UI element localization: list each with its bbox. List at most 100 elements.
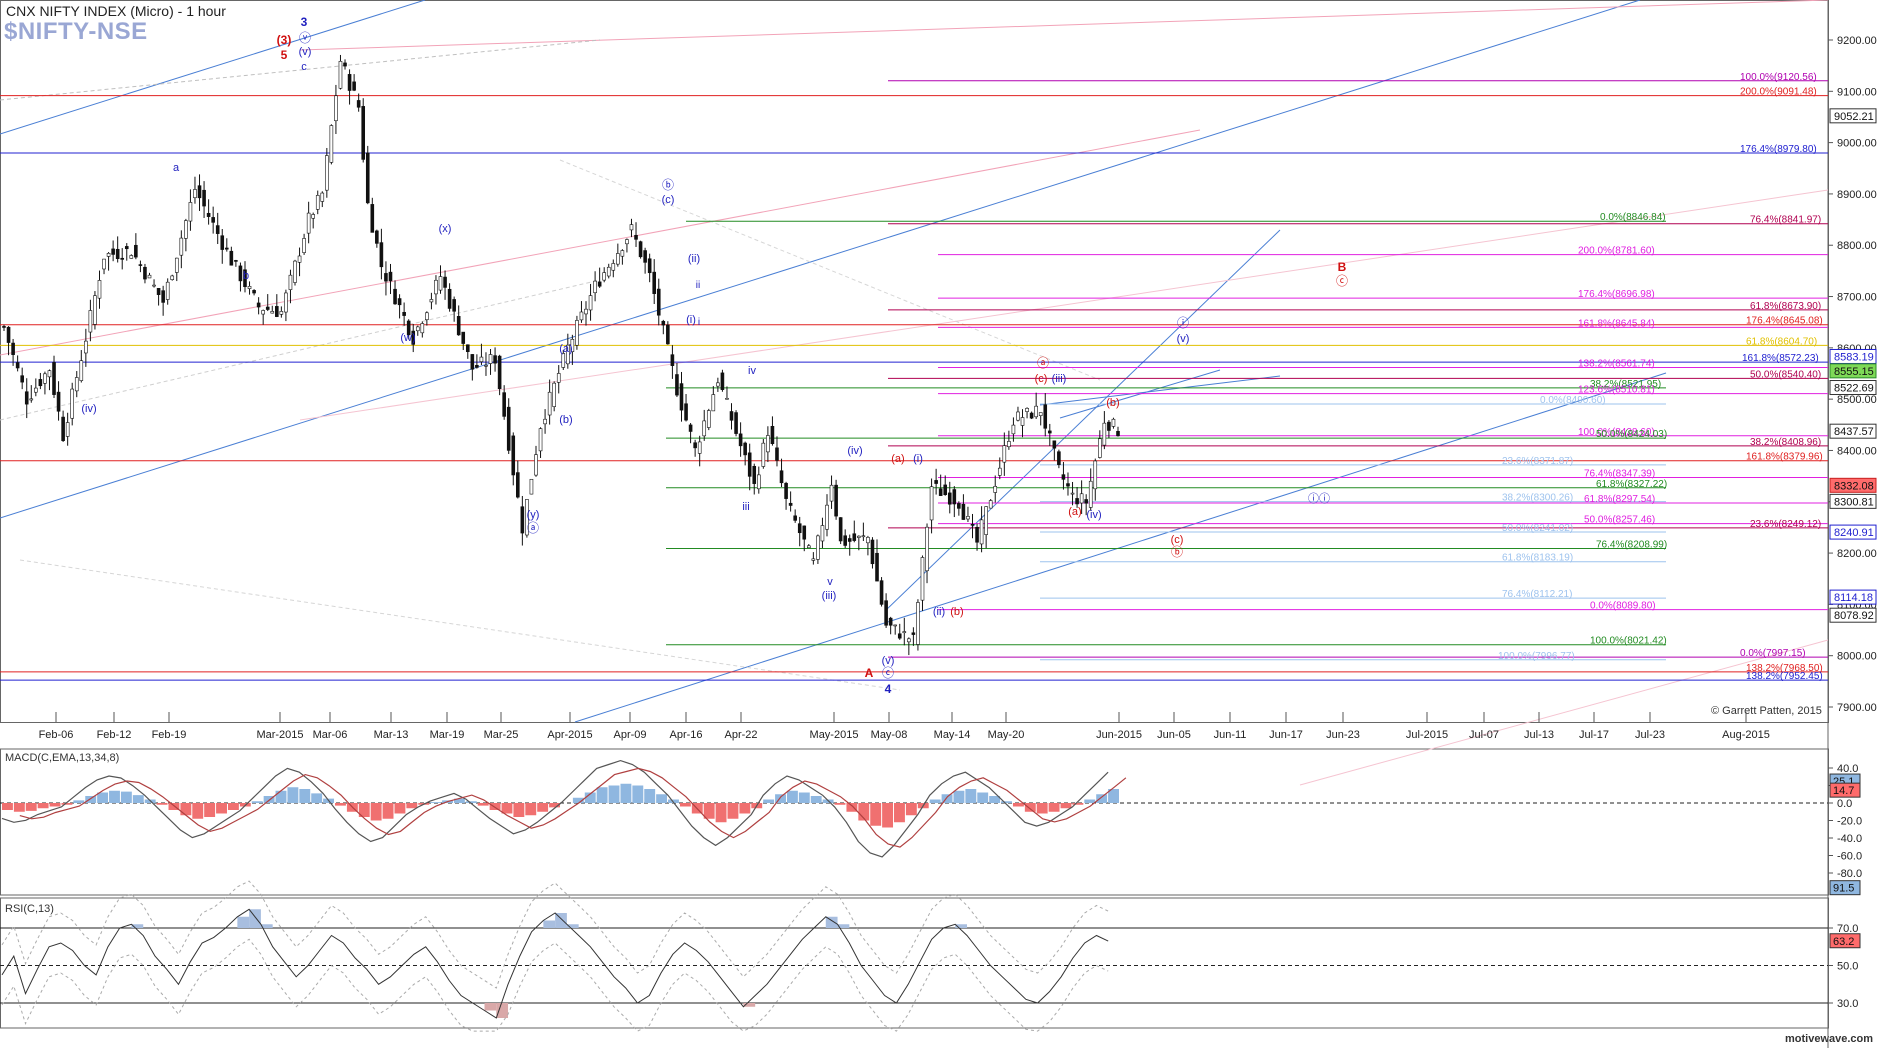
macd-histogram-bar	[204, 803, 216, 817]
wave-label: ⓐ	[1037, 356, 1049, 370]
candle-body	[943, 484, 948, 495]
x-tick-label: Aug-2015	[1722, 729, 1770, 741]
candlestick-series	[2, 54, 1120, 656]
candle-body	[34, 387, 38, 393]
candle-body	[652, 271, 657, 294]
fib-level-label: 176.4%(8696.98)	[1578, 289, 1655, 300]
candle-body	[270, 311, 275, 314]
candle-body	[402, 311, 406, 316]
price-tag-label: 8522.69	[1834, 383, 1874, 395]
y-tick-label: 8400.00	[1837, 445, 1877, 457]
y-tick-label: 7900.00	[1837, 702, 1877, 714]
fib-level-label: 100.0%(9120.56)	[1740, 72, 1817, 83]
candle-body	[525, 499, 529, 536]
fib-level-label: 200.0%(9091.48)	[1740, 87, 1817, 98]
band-line	[0, 279, 601, 421]
candle-body	[597, 281, 602, 287]
price-tag-label: 8300.81	[1834, 496, 1874, 508]
candle-body	[593, 280, 597, 294]
candle-body	[343, 62, 347, 67]
candle-body	[252, 290, 256, 294]
wave-label: ⓒ	[1336, 274, 1348, 288]
macd-histogram-bar	[109, 790, 120, 803]
macd-histogram-bar	[858, 803, 870, 821]
candle-body	[425, 312, 429, 321]
candle-body	[711, 394, 716, 412]
candle-body	[1057, 451, 1061, 465]
candle-body	[384, 273, 388, 282]
fib-level-label: 61.8%(8183.19)	[1502, 553, 1573, 564]
candle-body	[1034, 405, 1038, 418]
candle-body	[879, 580, 884, 605]
candle-body	[566, 344, 570, 365]
candle-body	[315, 195, 320, 210]
x-tick-label: Feb-12	[97, 729, 132, 741]
fib-level-label: 50.0%(8257.46)	[1584, 515, 1655, 526]
macd-histogram-bar	[1036, 803, 1048, 814]
macd-histogram-bar	[477, 803, 489, 806]
candle-body	[656, 288, 661, 316]
candle-body	[1111, 418, 1116, 427]
fib-level-label: 200.0%(8781.60)	[1578, 246, 1655, 257]
candle-body	[1093, 460, 1098, 490]
macd-histogram-bar	[25, 803, 37, 811]
candle-body	[847, 538, 852, 542]
candle-body	[920, 557, 925, 601]
rsi-title: RSI(C,13)	[5, 903, 54, 915]
candle-body	[706, 410, 711, 428]
candle-body	[447, 288, 452, 309]
fib-level-label: 0.0%(8846.84)	[1600, 212, 1666, 223]
wave-label: ⓐ	[527, 521, 539, 535]
candle-body	[220, 235, 225, 250]
candle-body	[770, 425, 775, 445]
candle-body	[588, 295, 593, 311]
price-axis[interactable]: 9200.00 9100.00 9000.00 8900.00 8800.00 8700.…	[1828, 35, 1877, 714]
rsi-overbought-fill	[131, 924, 144, 928]
candle-body	[666, 324, 670, 345]
candle-body	[452, 299, 456, 312]
candle-body	[725, 397, 729, 400]
fib-level-label: 61.8%(8297.54)	[1584, 494, 1655, 505]
candle-body	[907, 638, 911, 643]
candle-body	[174, 257, 179, 273]
wave-label: (iv)	[81, 403, 96, 415]
trend-line	[1299, 639, 1829, 786]
macd-tick-label: -40.0	[1837, 833, 1862, 845]
candle-body	[870, 539, 875, 565]
fib-level-label: 76.4%(8841.97)	[1750, 215, 1821, 226]
candle-body	[215, 225, 220, 234]
macd-histogram-bar	[1108, 789, 1119, 803]
macd-histogram-bar	[251, 801, 263, 803]
macd-histogram-bar	[989, 796, 1001, 803]
candle-body	[352, 81, 356, 91]
candle-body	[720, 372, 725, 390]
x-tick-label: May-08	[871, 729, 908, 741]
wave-label: ii	[696, 280, 700, 291]
wave-label: (c)	[1171, 534, 1184, 546]
y-tick-label: 9000.00	[1837, 138, 1877, 150]
candle-body	[275, 306, 279, 317]
macd-histogram-bar	[798, 792, 810, 803]
price-tag-label: 8437.57	[1834, 426, 1874, 438]
fib-level-label: 161.8%(8379.96)	[1746, 452, 1823, 463]
macd-histogram-bar	[537, 803, 549, 812]
fib-level-label: 50.0%(8424.03)	[1596, 429, 1667, 440]
candle-body	[552, 382, 556, 407]
candle-body	[211, 217, 215, 223]
macd-histogram-bar	[2, 803, 13, 810]
rsi-panel-frame	[0, 897, 1829, 1029]
trend-line	[0, 0, 1641, 519]
rsi-oversold-fill	[484, 1003, 497, 1011]
x-tick-label: Feb-06	[39, 729, 74, 741]
macd-histogram-bar	[61, 803, 73, 805]
candle-body	[529, 478, 534, 495]
candle-body	[202, 189, 206, 207]
rsi-overbought-fill	[543, 920, 556, 928]
candle-body	[861, 535, 866, 538]
fib-level-label: 138.2%(8561.74)	[1578, 358, 1655, 369]
y-tick-label: 8700.00	[1837, 292, 1877, 304]
time-axis[interactable]: Feb-06 Feb-12 Feb-19 Mar-2015 Mar-06 Mar-13 Ma…	[39, 712, 1770, 741]
wave-label: b	[243, 270, 249, 282]
candle-body	[766, 435, 770, 453]
